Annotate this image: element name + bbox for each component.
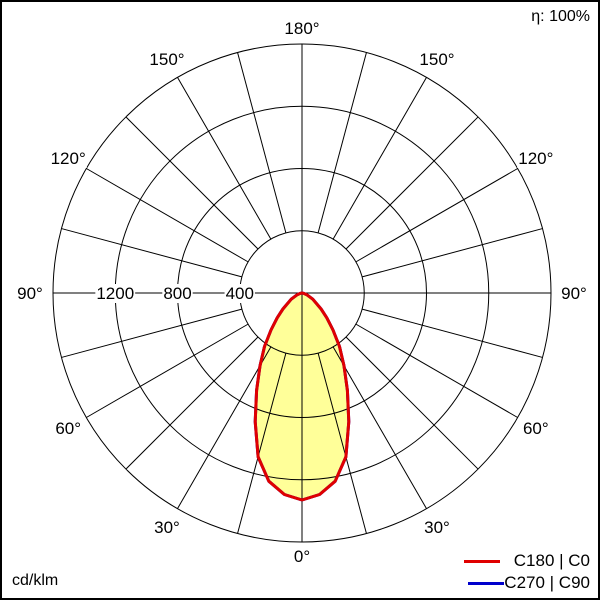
grid-spoke: [237, 352, 287, 534]
angle-label-bg: [292, 547, 312, 566]
radial-tick-label: 400: [226, 284, 254, 303]
angle-label: 30°: [154, 518, 180, 537]
grid-spoke: [237, 52, 287, 234]
angle-label: 0°: [294, 547, 310, 566]
grid-spoke: [345, 116, 479, 250]
series-curve-0: [253, 291, 351, 502]
angle-label-bg: [521, 419, 550, 438]
angle-label-bg: [16, 284, 44, 303]
angle-label: 120°: [51, 149, 86, 168]
legend-swatch-red: [463, 559, 500, 563]
angle-label: 150°: [419, 50, 454, 69]
legend-label: C270 | C90: [504, 573, 590, 592]
angle-label: 150°: [149, 50, 184, 69]
grid-spoke: [86, 168, 249, 263]
legend-label: C180 | C0: [513, 551, 590, 570]
grid-spoke: [125, 336, 259, 470]
angle-label-bg: [560, 284, 588, 303]
legend-item-c90: C270 | C90: [464, 572, 590, 594]
angle-label: 60°: [55, 419, 81, 438]
grid-spoke: [355, 323, 518, 418]
angle-label-bg: [148, 50, 186, 70]
grid-spoke: [345, 336, 479, 470]
grid-spoke: [61, 228, 243, 278]
angle-label-bg: [418, 50, 456, 70]
tick-label-bg: [224, 284, 255, 303]
angle-label-bg: [49, 149, 87, 168]
legend-item-c0: C180 | C0: [463, 550, 590, 572]
angle-label-bg: [54, 419, 83, 438]
angle-label-bg: [423, 517, 451, 537]
angle-label: 90°: [561, 284, 587, 303]
radial-tick-label: 800: [163, 284, 191, 303]
angle-label-bg: [517, 149, 555, 168]
angle-label: 90°: [17, 284, 43, 303]
efficiency-label: η: 100%: [531, 8, 590, 25]
angle-label-bg: [153, 517, 181, 537]
grid-spoke: [332, 346, 427, 509]
angle-label: 180°: [284, 19, 319, 38]
grid-spoke: [317, 52, 367, 234]
legend: C180 | C0 C270 | C90: [463, 550, 590, 594]
grid-spoke: [361, 308, 543, 358]
tick-label-bg: [95, 284, 136, 303]
grid-spoke: [177, 346, 272, 509]
grid-spoke: [177, 77, 272, 240]
grid-spoke: [332, 77, 427, 240]
radial-tick-label: 1200: [96, 284, 134, 303]
legend-swatch-blue: [468, 581, 505, 585]
unit-label: cd/klm: [12, 572, 59, 589]
grid-spoke: [86, 323, 249, 418]
grid-spoke: [355, 168, 518, 263]
grid-spoke: [317, 352, 367, 534]
angle-label: 120°: [518, 149, 553, 168]
grid-spoke: [125, 116, 259, 250]
angle-label: 30°: [424, 518, 450, 537]
tick-label-bg: [162, 284, 193, 303]
grid-spoke: [61, 308, 243, 358]
angle-label-bg: [283, 19, 321, 38]
grid-spoke: [361, 228, 543, 278]
angle-label: 60°: [523, 419, 549, 438]
